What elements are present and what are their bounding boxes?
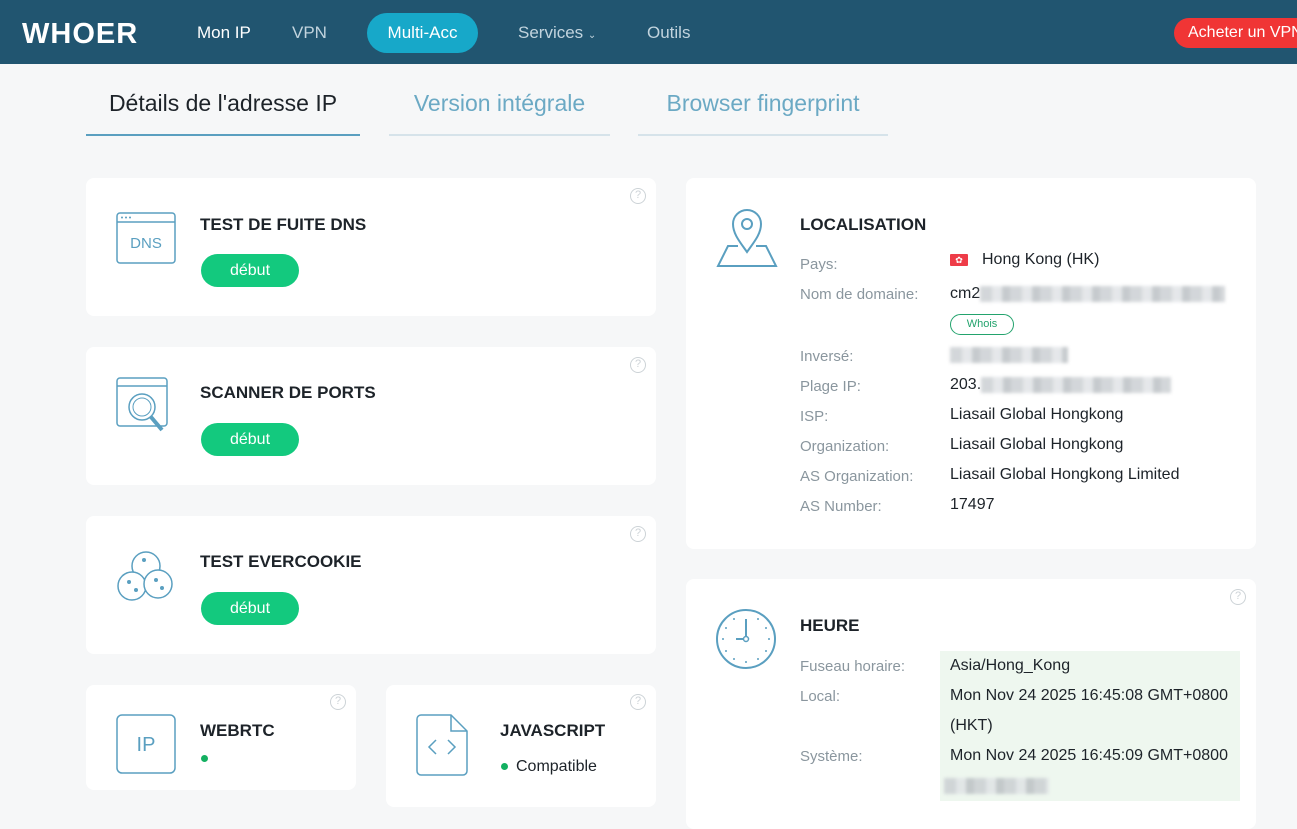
status-dot	[201, 755, 208, 762]
tab-browser-fingerprint[interactable]: Browser fingerprint	[638, 90, 888, 136]
dns-icon-text: DNS	[130, 235, 162, 252]
nav-services-label: Services	[518, 23, 584, 42]
value-asorg: Liasail Global Hongkong Limited	[950, 466, 1180, 483]
status-dot	[501, 763, 508, 771]
top-nav: WHOER Mon IP VPN Multi-Acc Services ⌄ Ou…	[0, 0, 1297, 64]
logo[interactable]: WHOER	[22, 18, 139, 50]
nav-services[interactable]: Services ⌄	[518, 23, 596, 43]
card-title: TEST DE FUITE DNS	[200, 215, 367, 234]
help-icon[interactable]: ?	[630, 694, 646, 710]
ports-start-button[interactable]: début	[201, 423, 299, 456]
tab-full-version[interactable]: Version intégrale	[389, 90, 610, 136]
evercookie-start-button[interactable]: début	[201, 592, 299, 625]
value-country: ✿ Hong Kong (HK)	[950, 251, 1099, 269]
label-reverse: Inversé:	[800, 348, 854, 365]
card-title: JAVASCRIPT	[500, 721, 606, 740]
label-country: Pays:	[800, 256, 838, 273]
magnifier-window-icon	[116, 377, 168, 432]
nav-vpn[interactable]: VPN	[292, 23, 327, 42]
port-scanner-card: ? SCANNER DE PORTS début	[86, 347, 656, 485]
cookies-icon	[117, 551, 173, 601]
value-local: Mon Nov 24 2025 16:45:08 GMT+0800	[950, 687, 1228, 704]
dns-icon: DNS	[116, 212, 176, 264]
webrtc-card: ? IP WEBRTC	[86, 685, 356, 790]
card-title: SCANNER DE PORTS	[200, 383, 376, 402]
label-system: Système:	[800, 748, 863, 765]
evercookie-card: ? TEST EVERCOOKIE début	[86, 516, 656, 654]
label-timezone: Fuseau horaire:	[800, 658, 906, 675]
label-org: Organization:	[800, 438, 890, 455]
redacted-blur	[944, 777, 1049, 794]
value-reverse	[950, 346, 1068, 364]
whois-button[interactable]: Whois	[950, 314, 1014, 335]
value-system: Mon Nov 24 2025 16:45:09 GMT+0800	[950, 747, 1228, 764]
code-file-icon	[416, 714, 468, 776]
clock-icon	[716, 609, 776, 669]
tab-ip-details[interactable]: Détails de l'adresse IP	[86, 90, 360, 136]
range-prefix: 203.	[950, 376, 982, 393]
buy-vpn-button[interactable]: Acheter un VPN	[1174, 18, 1297, 48]
status-text: Compatible	[516, 758, 597, 775]
javascript-status: Compatible	[501, 758, 597, 776]
value-system-suffix	[944, 777, 1049, 795]
nav-outils[interactable]: Outils	[647, 23, 691, 42]
card-title: HEURE	[800, 616, 860, 635]
nav-multi-acc[interactable]: Multi-Acc	[367, 13, 478, 53]
redacted-blur	[981, 376, 1172, 393]
dns-start-button[interactable]: début	[201, 254, 299, 287]
hk-flag-icon: ✿	[950, 254, 968, 266]
help-icon[interactable]: ?	[630, 188, 646, 204]
value-range: 203.	[950, 376, 1172, 394]
redacted-blur	[950, 346, 1068, 363]
label-domain: Nom de domaine:	[800, 286, 919, 303]
label-range: Plage IP:	[800, 378, 861, 395]
value-domain: cm2	[950, 285, 1226, 303]
card-title: LOCALISATION	[800, 215, 927, 234]
value-asn: 17497	[950, 496, 995, 513]
chevron-down-icon: ⌄	[587, 30, 597, 41]
label-local: Local:	[800, 688, 841, 705]
country-text: Hong Kong (HK)	[982, 251, 1100, 268]
nav-mon-ip[interactable]: Mon IP	[197, 23, 251, 42]
ip-icon-text: IP	[137, 734, 156, 756]
help-icon[interactable]: ?	[1230, 589, 1246, 605]
value-timezone: Asia/Hong_Kong	[950, 657, 1071, 674]
value-org: Liasail Global Hongkong	[950, 436, 1124, 453]
map-pin-icon	[716, 209, 778, 267]
domain-prefix: cm2	[950, 285, 981, 302]
location-card: LOCALISATION Pays: ✿ Hong Kong (HK) Nom d…	[686, 178, 1256, 549]
value-isp: Liasail Global Hongkong	[950, 406, 1124, 423]
label-asn: AS Number:	[800, 498, 882, 515]
card-title: TEST EVERCOOKIE	[200, 552, 362, 571]
dns-leak-card: ? DNS TEST DE FUITE DNS début	[86, 178, 656, 316]
redacted-blur	[980, 285, 1226, 302]
help-icon[interactable]: ?	[630, 526, 646, 542]
time-highlight	[940, 651, 1240, 801]
help-icon[interactable]: ?	[630, 357, 646, 373]
ip-icon: IP	[116, 714, 176, 774]
javascript-card: ? JAVASCRIPT Compatible	[386, 685, 656, 807]
help-icon[interactable]: ?	[330, 694, 346, 710]
value-local-suffix: (HKT)	[950, 717, 993, 734]
label-isp: ISP:	[800, 408, 829, 425]
card-title: WEBRTC	[200, 721, 275, 740]
time-card: ? HEURE Fuseau horaire: Asia/Hong_Kong L…	[686, 579, 1256, 829]
label-asorg: AS Organization:	[800, 468, 914, 485]
